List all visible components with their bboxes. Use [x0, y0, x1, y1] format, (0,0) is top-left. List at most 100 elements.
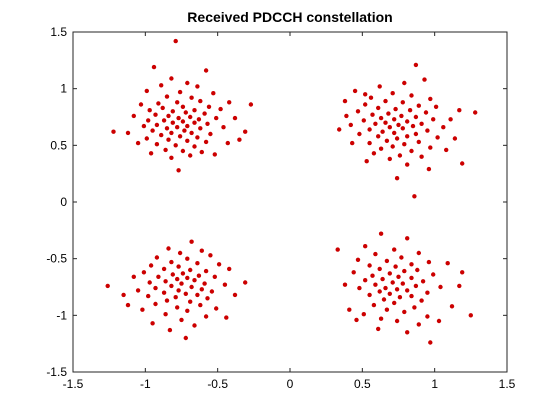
scatter-point	[232, 292, 238, 298]
scatter-point	[444, 147, 449, 153]
scatter-point	[147, 108, 152, 113]
scatter-point	[140, 307, 145, 312]
scatter-point	[225, 140, 230, 146]
scatter-point	[224, 315, 229, 320]
chart-title: Received PDCCH constellation	[187, 9, 392, 25]
scatter-point	[105, 283, 110, 289]
scatter-point	[196, 117, 202, 122]
scatter-point	[378, 231, 384, 236]
scatter-point	[170, 120, 175, 125]
scatter-point	[227, 100, 232, 105]
scatter-point	[154, 122, 160, 128]
scatter-point	[216, 262, 222, 267]
scatter-point	[400, 100, 405, 105]
y-tick-label: 0.5	[50, 138, 67, 152]
scatter-point	[153, 112, 158, 117]
scatter-point	[409, 93, 414, 98]
y-tick-label: -1.5	[46, 365, 67, 379]
scatter-point	[373, 282, 378, 287]
scatter-point	[468, 313, 473, 318]
scatter-point	[196, 273, 202, 278]
scatter-point	[394, 176, 400, 181]
scatter-point	[202, 281, 207, 286]
scatter-point	[428, 145, 433, 150]
scatter-point	[232, 115, 238, 121]
scatter-point	[150, 321, 155, 326]
scatter-point	[473, 110, 478, 115]
scatter-point	[188, 299, 193, 304]
scatter-point	[177, 89, 183, 95]
y-tick-label: -0.5	[46, 252, 67, 266]
scatter-point	[183, 335, 188, 341]
scatter-point	[425, 314, 430, 319]
scatter-point	[433, 104, 439, 110]
scatter-point	[125, 130, 131, 136]
scatter-point	[205, 296, 210, 301]
scatter-point	[368, 95, 374, 100]
scatter-point	[199, 149, 204, 155]
scatter-point	[392, 130, 397, 136]
scatter-point	[344, 113, 349, 119]
scatter-point	[195, 261, 200, 266]
scatter-point	[173, 295, 178, 300]
scatter-point	[378, 146, 384, 151]
scatter-point	[384, 258, 390, 264]
scatter-point	[164, 298, 170, 303]
scatter-point	[146, 293, 151, 299]
scatter-point	[390, 91, 395, 96]
scatter-point	[169, 155, 174, 160]
x-tick-label: 1.5	[499, 377, 516, 391]
scatter-point	[422, 77, 427, 82]
scatter-point	[163, 312, 168, 317]
scatter-point	[148, 263, 154, 268]
scatter-point	[185, 275, 190, 281]
scatter-point	[202, 111, 207, 116]
scatter-point	[180, 119, 186, 124]
scatter-point	[212, 274, 217, 279]
scatter-point	[387, 156, 392, 162]
y-axis-tick-labels: -1.5 -1 -0.5 0 0.5 1 1.5	[46, 25, 67, 379]
scatter-point	[177, 250, 183, 256]
scatter-point	[135, 140, 141, 146]
scatter-point	[363, 92, 368, 97]
scatter-point	[192, 144, 197, 149]
scatter-point	[237, 137, 242, 142]
scatter-point	[425, 128, 430, 133]
scatter-point	[387, 125, 392, 130]
scatter-point	[153, 301, 158, 307]
x-tick-label: 0.5	[354, 377, 371, 391]
scatter-point	[378, 316, 384, 321]
scatter-point	[189, 95, 194, 100]
scatter-point	[337, 127, 342, 132]
scatter-point	[170, 272, 175, 277]
scatter-point	[425, 290, 430, 295]
scatter-point	[460, 161, 465, 166]
scatter-point	[370, 112, 375, 117]
scatter-point	[383, 285, 388, 291]
y-tick-label: -1	[56, 308, 67, 322]
scatter-point	[221, 125, 226, 130]
scatter-point	[399, 255, 404, 260]
scatter-point	[211, 91, 216, 96]
scatter-point	[394, 136, 400, 141]
scatter-point	[151, 64, 157, 70]
scatter-point	[175, 125, 180, 130]
scatter-point	[394, 287, 400, 292]
scatter-point	[355, 257, 361, 262]
scatter-point	[419, 298, 424, 303]
scatter-point	[185, 308, 190, 313]
scatter-point	[141, 123, 147, 129]
scatter-point	[203, 268, 209, 274]
scatter-point	[212, 152, 217, 157]
scatter-point	[367, 127, 372, 132]
scatter-point	[416, 103, 421, 108]
scatter-point	[367, 140, 372, 146]
scatter-point	[175, 100, 180, 105]
scatter-point	[179, 317, 184, 323]
scatter-point	[141, 270, 147, 275]
scatter-point	[426, 259, 432, 265]
scatter-point	[355, 109, 361, 114]
scatter-point	[243, 129, 248, 134]
scatter-point	[412, 194, 417, 199]
